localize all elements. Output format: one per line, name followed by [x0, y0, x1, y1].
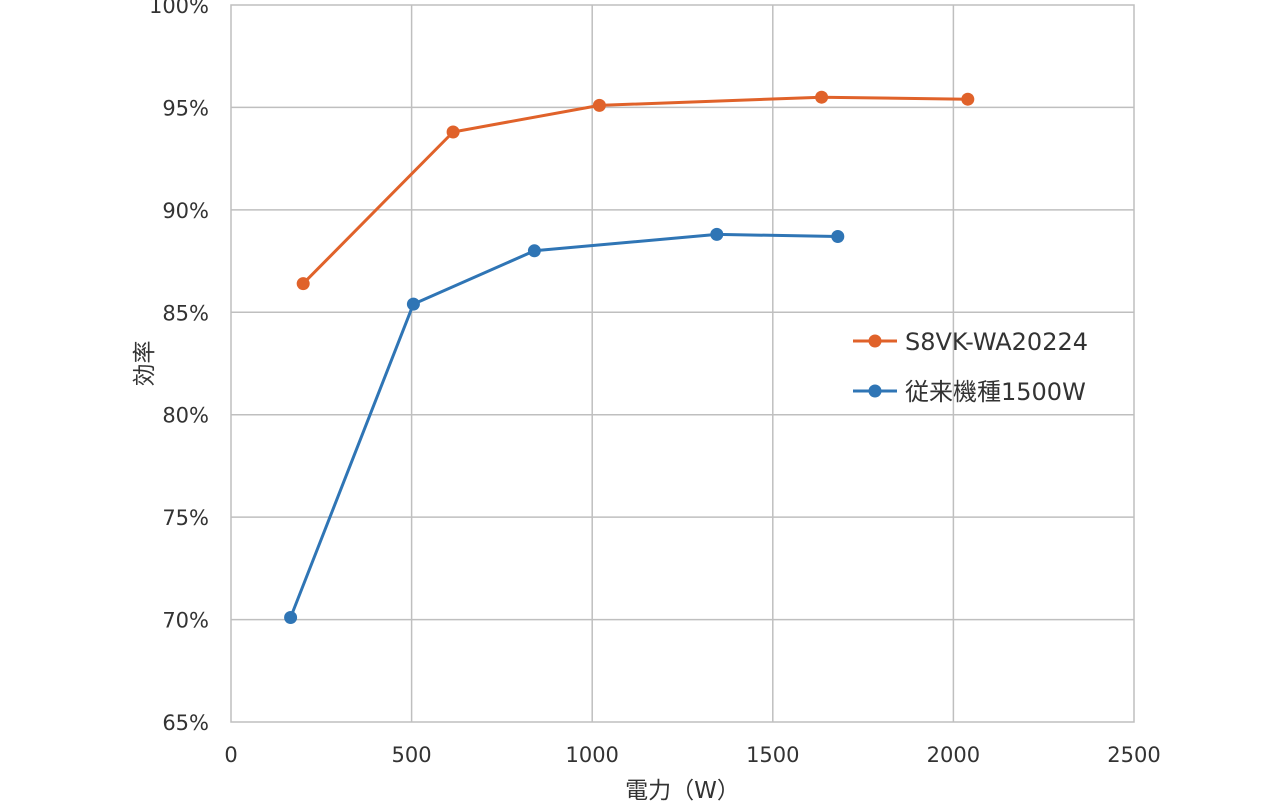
x-axis-ticks: 0 500 1000 1500 2000 2500 [224, 743, 1160, 767]
y-tick-label: 95% [162, 96, 209, 120]
x-tick-label: 0 [224, 743, 237, 767]
data-point [284, 611, 298, 624]
series-2 [284, 227, 845, 624]
data-point [296, 277, 310, 291]
y-tick-label: 100% [149, 0, 209, 18]
legend-swatch-marker [868, 334, 882, 348]
data-point [446, 125, 460, 139]
legend-item: 従来機種1500W [853, 378, 1086, 406]
series-1 [296, 90, 975, 291]
data-point [406, 297, 420, 311]
y-tick-label: 70% [162, 609, 209, 633]
data-point [815, 90, 829, 104]
y-tick-label: 85% [162, 301, 209, 325]
data-point [831, 230, 845, 243]
series-line [302, 95, 968, 285]
data-point [527, 244, 541, 258]
y-axis-ticks: 65% 70% 75% 80% 85% 90% 95% 100% [149, 0, 209, 735]
x-tick-label: 1500 [746, 743, 799, 767]
grid-lines [231, 5, 1134, 722]
y-tick-label: 80% [162, 404, 209, 428]
x-tick-label: 2000 [927, 743, 980, 767]
data-point [592, 98, 606, 112]
plot-area-frame [230, 4, 1135, 723]
legend-swatch-marker [868, 384, 882, 398]
y-tick-label: 90% [162, 199, 209, 223]
legend: S8VK-WA20224 従来機種1500W [853, 328, 1088, 406]
data-point [961, 92, 975, 106]
x-tick-label: 500 [392, 743, 432, 767]
series-layer [284, 90, 975, 624]
y-tick-label: 65% [162, 711, 209, 735]
y-axis-title: 効率 [132, 341, 158, 387]
legend-item: S8VK-WA20224 [853, 328, 1088, 356]
x-axis-title: 電力（W） [625, 778, 740, 804]
data-point [710, 227, 724, 241]
x-tick-label: 2500 [1107, 743, 1160, 767]
y-tick-label: 75% [162, 506, 209, 530]
legend-label: 従来機種1500W [905, 378, 1086, 406]
x-tick-label: 1000 [565, 743, 618, 767]
legend-label: S8VK-WA20224 [905, 328, 1088, 356]
series-line [289, 232, 838, 619]
